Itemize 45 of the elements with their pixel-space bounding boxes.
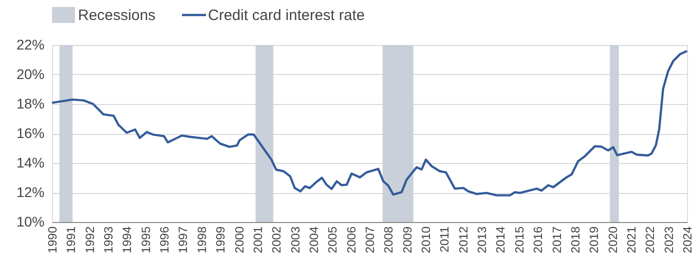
x-tick-label: 1999 (214, 226, 228, 254)
line-series (50, 50, 688, 196)
x-tick-label: 2008 (382, 226, 396, 254)
x-tick-label: 2016 (531, 226, 546, 254)
x-tick-label: 1995 (138, 226, 153, 254)
legend-label: Credit card interest rate (208, 7, 365, 24)
x-tick-label: 2005 (326, 226, 340, 254)
x-tick-label: 2019 (587, 226, 602, 254)
x-tick-label: 2023 (662, 226, 676, 254)
x-tick-label: 2014 (494, 226, 508, 254)
x-tick-label: 2000 (232, 226, 246, 254)
x-tick-label: 2015 (512, 226, 526, 254)
x-tick-label: 2024 (680, 226, 694, 254)
y-tick-label: 14% (16, 154, 44, 170)
x-tick-label: 1992 (82, 226, 97, 254)
x-tick-label: 2002 (270, 226, 284, 254)
x-tick-label: 1998 (194, 226, 209, 254)
legend-label: Recessions (78, 7, 156, 24)
y-tick-label: 12% (16, 184, 44, 200)
x-tick-label: 2001 (250, 226, 265, 254)
x-tick-label: 2013 (475, 226, 490, 254)
x-tick-label: 2007 (363, 226, 377, 254)
y-tick-label: 20% (16, 66, 44, 82)
x-tick-label: 2006 (344, 226, 358, 254)
x-tick-label: 1994 (120, 226, 134, 254)
x-tick-label: 2017 (550, 226, 564, 254)
x-tick-label: 2011 (438, 226, 452, 252)
x-tick-label: 2018 (568, 226, 582, 254)
x-tick-label: 1990 (46, 226, 60, 254)
x-tick-label: 2004 (306, 226, 321, 254)
x-tick-label: 1996 (158, 226, 172, 254)
y-tick-label: 16% (16, 125, 44, 141)
x-tick-label: 2012 (456, 226, 470, 254)
x-tick-label: 2010 (419, 226, 434, 254)
x-tick-label: 2021 (624, 226, 638, 254)
x-tick-label: 2022 (643, 226, 658, 254)
y-tick-label: 22% (16, 36, 44, 52)
x-tick-label: 1993 (102, 226, 116, 254)
x-tick-label: 1997 (176, 226, 190, 254)
y-tick-label: 18% (16, 96, 44, 112)
x-tick-label: 2009 (400, 226, 414, 254)
y-tick-label: 10% (16, 214, 44, 230)
x-tick-label: 1991 (64, 226, 78, 254)
x-tick-label: 2003 (288, 226, 302, 254)
x-tick-label: 2020 (606, 226, 620, 254)
